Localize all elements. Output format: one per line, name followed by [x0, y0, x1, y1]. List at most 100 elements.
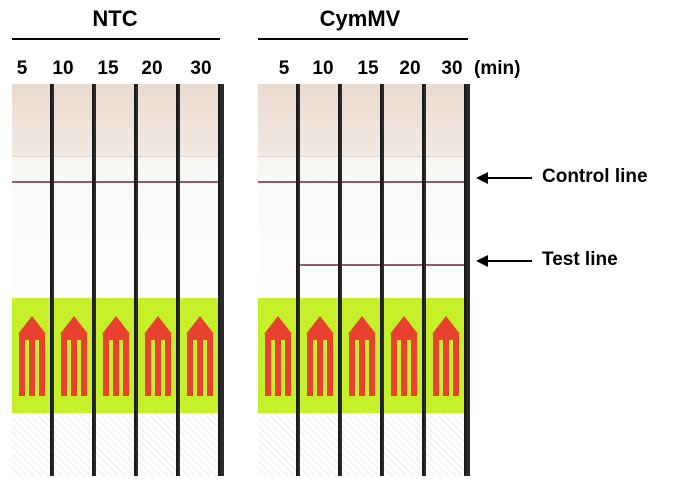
strip-edge [422, 84, 424, 476]
strip-sample-pad [12, 84, 52, 156]
control-line-label: Control line [542, 166, 648, 187]
strip-edge [92, 84, 94, 476]
strip-arrow-icon [401, 320, 407, 396]
strip-wick-pad [384, 413, 424, 476]
strip-wick-pad [138, 413, 178, 476]
strip-divider [384, 156, 424, 157]
test-strip [96, 84, 136, 476]
cymmv-time-row: 5 10 15 20 30 [250, 58, 490, 80]
strip-arrow-head-icon [306, 316, 334, 334]
control-band [180, 181, 220, 183]
strip-edge [176, 84, 178, 476]
strip-arrow-head-icon [18, 316, 46, 334]
test-strip [384, 84, 424, 476]
strip-divider [342, 156, 382, 157]
test-strip [426, 84, 466, 476]
strip-arrow-frame-icon [391, 334, 417, 396]
strip-divider [258, 156, 298, 157]
strip-arrow-frame-icon [265, 334, 291, 396]
strip-divider [180, 156, 220, 157]
control-band [96, 181, 136, 183]
test-arrow-tip-icon [476, 255, 488, 267]
strip-wick-pad [180, 413, 220, 476]
strip-wick-pad [300, 413, 340, 476]
strip-arrow-frame-icon [307, 334, 333, 396]
test-band [342, 264, 382, 266]
ntc-rule [12, 38, 220, 40]
cymmv-time-label: 5 [278, 58, 290, 79]
strip-divider [300, 156, 340, 157]
control-band [426, 181, 466, 183]
strip-arrow-head-icon [186, 316, 214, 334]
strip-divider [426, 156, 466, 157]
control-band [138, 181, 178, 183]
strip-sample-pad [258, 84, 298, 156]
strip-arrow-icon [71, 320, 77, 396]
strip-arrow-frame-icon [145, 334, 171, 396]
cymmv-time-label: 20 [399, 58, 421, 79]
test-strip [258, 84, 298, 476]
cymmv-time-label: 15 [357, 58, 379, 79]
strip-divider [12, 156, 52, 157]
ntc-time-label: 5 [16, 58, 28, 79]
strip-arrow-frame-icon [187, 334, 213, 396]
test-strip [180, 84, 220, 476]
test-band [384, 264, 424, 266]
test-band [300, 264, 340, 266]
strip-arrow-icon [197, 320, 203, 396]
ntc-strip-panel [12, 84, 224, 476]
strip-arrow-frame-icon [61, 334, 87, 396]
test-band [426, 264, 466, 266]
strip-sample-pad [426, 84, 466, 156]
strip-divider [96, 156, 136, 157]
strip-arrow-frame-icon [349, 334, 375, 396]
strip-arrow-head-icon [390, 316, 418, 334]
unit-label: (min) [474, 58, 521, 79]
strip-arrow-frame-icon [433, 334, 459, 396]
cymmv-rule [258, 38, 468, 40]
strip-arrow-frame-icon [103, 334, 129, 396]
strip-edge [296, 84, 298, 476]
strip-arrow-icon [359, 320, 365, 396]
strip-arrow-icon [29, 320, 35, 396]
strip-arrow-icon [317, 320, 323, 396]
strip-arrow-icon [113, 320, 119, 396]
control-arrow-line [486, 177, 532, 179]
control-band [384, 181, 424, 183]
control-band [258, 181, 298, 183]
strip-edge [218, 84, 220, 476]
strip-sample-pad [180, 84, 220, 156]
strip-edge [134, 84, 136, 476]
strip-divider [138, 156, 178, 157]
ntc-time-label: 30 [190, 58, 212, 79]
control-band [300, 181, 340, 183]
ntc-time-label: 10 [52, 58, 74, 79]
strip-arrow-icon [443, 320, 449, 396]
strip-sample-pad [138, 84, 178, 156]
ntc-time-label: 20 [141, 58, 163, 79]
strip-edge [50, 84, 52, 476]
strip-sample-pad [342, 84, 382, 156]
strip-arrow-head-icon [60, 316, 88, 334]
test-strip [54, 84, 94, 476]
strip-arrow-head-icon [102, 316, 130, 334]
strip-wick-pad [54, 413, 94, 476]
strip-edge [338, 84, 340, 476]
strip-wick-pad [342, 413, 382, 476]
test-line-label: Test line [542, 249, 618, 270]
cymmv-title: CymMV [319, 6, 401, 31]
test-strip [138, 84, 178, 476]
strip-sample-pad [54, 84, 94, 156]
ntc-time-row: 5 10 15 20 30 [0, 58, 240, 80]
strip-wick-pad [426, 413, 466, 476]
strip-wick-pad [258, 413, 298, 476]
control-band [12, 181, 52, 183]
control-band [54, 181, 94, 183]
control-arrow-tip-icon [476, 172, 488, 184]
strip-edge [464, 84, 466, 476]
test-strip [342, 84, 382, 476]
strip-divider [54, 156, 94, 157]
ntc-time-label: 15 [97, 58, 119, 79]
cymmv-strip-panel [258, 84, 470, 476]
strip-sample-pad [300, 84, 340, 156]
